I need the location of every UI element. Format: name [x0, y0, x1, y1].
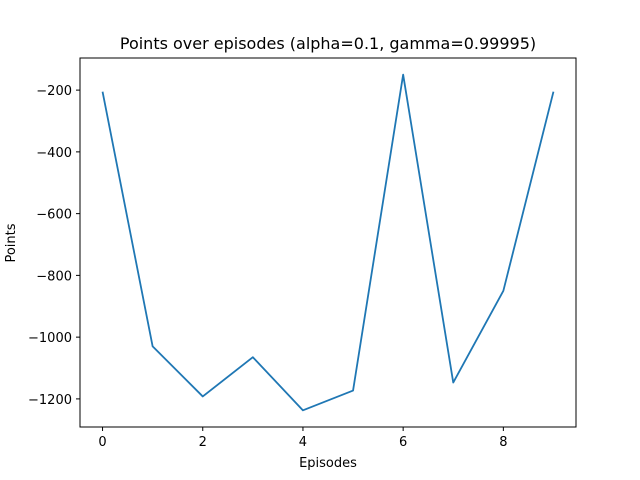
chart-title: Points over episodes (alpha=0.1, gamma=0…: [120, 34, 536, 53]
x-tick-label: 0: [98, 435, 106, 450]
x-tick-label: 2: [199, 435, 207, 450]
y-tick-label: −1200: [28, 393, 72, 408]
y-tick-label: −1000: [28, 331, 72, 346]
series-line-0: [101, 73, 555, 412]
y-tick-label: −400: [36, 146, 72, 161]
x-axis-label: Episodes: [299, 456, 357, 471]
x-tick-label: 8: [499, 435, 507, 450]
plot-frame: [79, 57, 577, 428]
plot-series: [101, 73, 555, 412]
x-tick-label: 4: [299, 435, 307, 450]
y-tick-label: −800: [36, 269, 72, 284]
y-axis-label: Points: [4, 223, 19, 262]
x-axis-ticks: 0 2 4 6 8: [98, 427, 507, 450]
y-axis-ticks: −200 −400 −600 −800 −1000 −1200: [28, 84, 80, 408]
y-tick-label: −200: [36, 84, 72, 99]
x-tick-label: 6: [399, 435, 407, 450]
y-tick-label: −600: [36, 208, 72, 223]
